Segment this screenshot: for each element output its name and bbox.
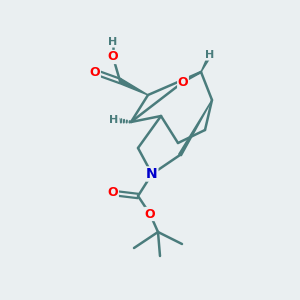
- Polygon shape: [201, 54, 211, 72]
- Text: O: O: [178, 76, 188, 88]
- Polygon shape: [179, 100, 212, 156]
- Polygon shape: [119, 79, 148, 95]
- Text: H: H: [108, 37, 118, 47]
- Text: O: O: [90, 65, 100, 79]
- Text: O: O: [108, 50, 118, 64]
- Text: H: H: [206, 50, 214, 60]
- Text: O: O: [145, 208, 155, 220]
- Text: N: N: [146, 167, 158, 181]
- Text: H: H: [110, 115, 118, 125]
- Text: O: O: [108, 187, 118, 200]
